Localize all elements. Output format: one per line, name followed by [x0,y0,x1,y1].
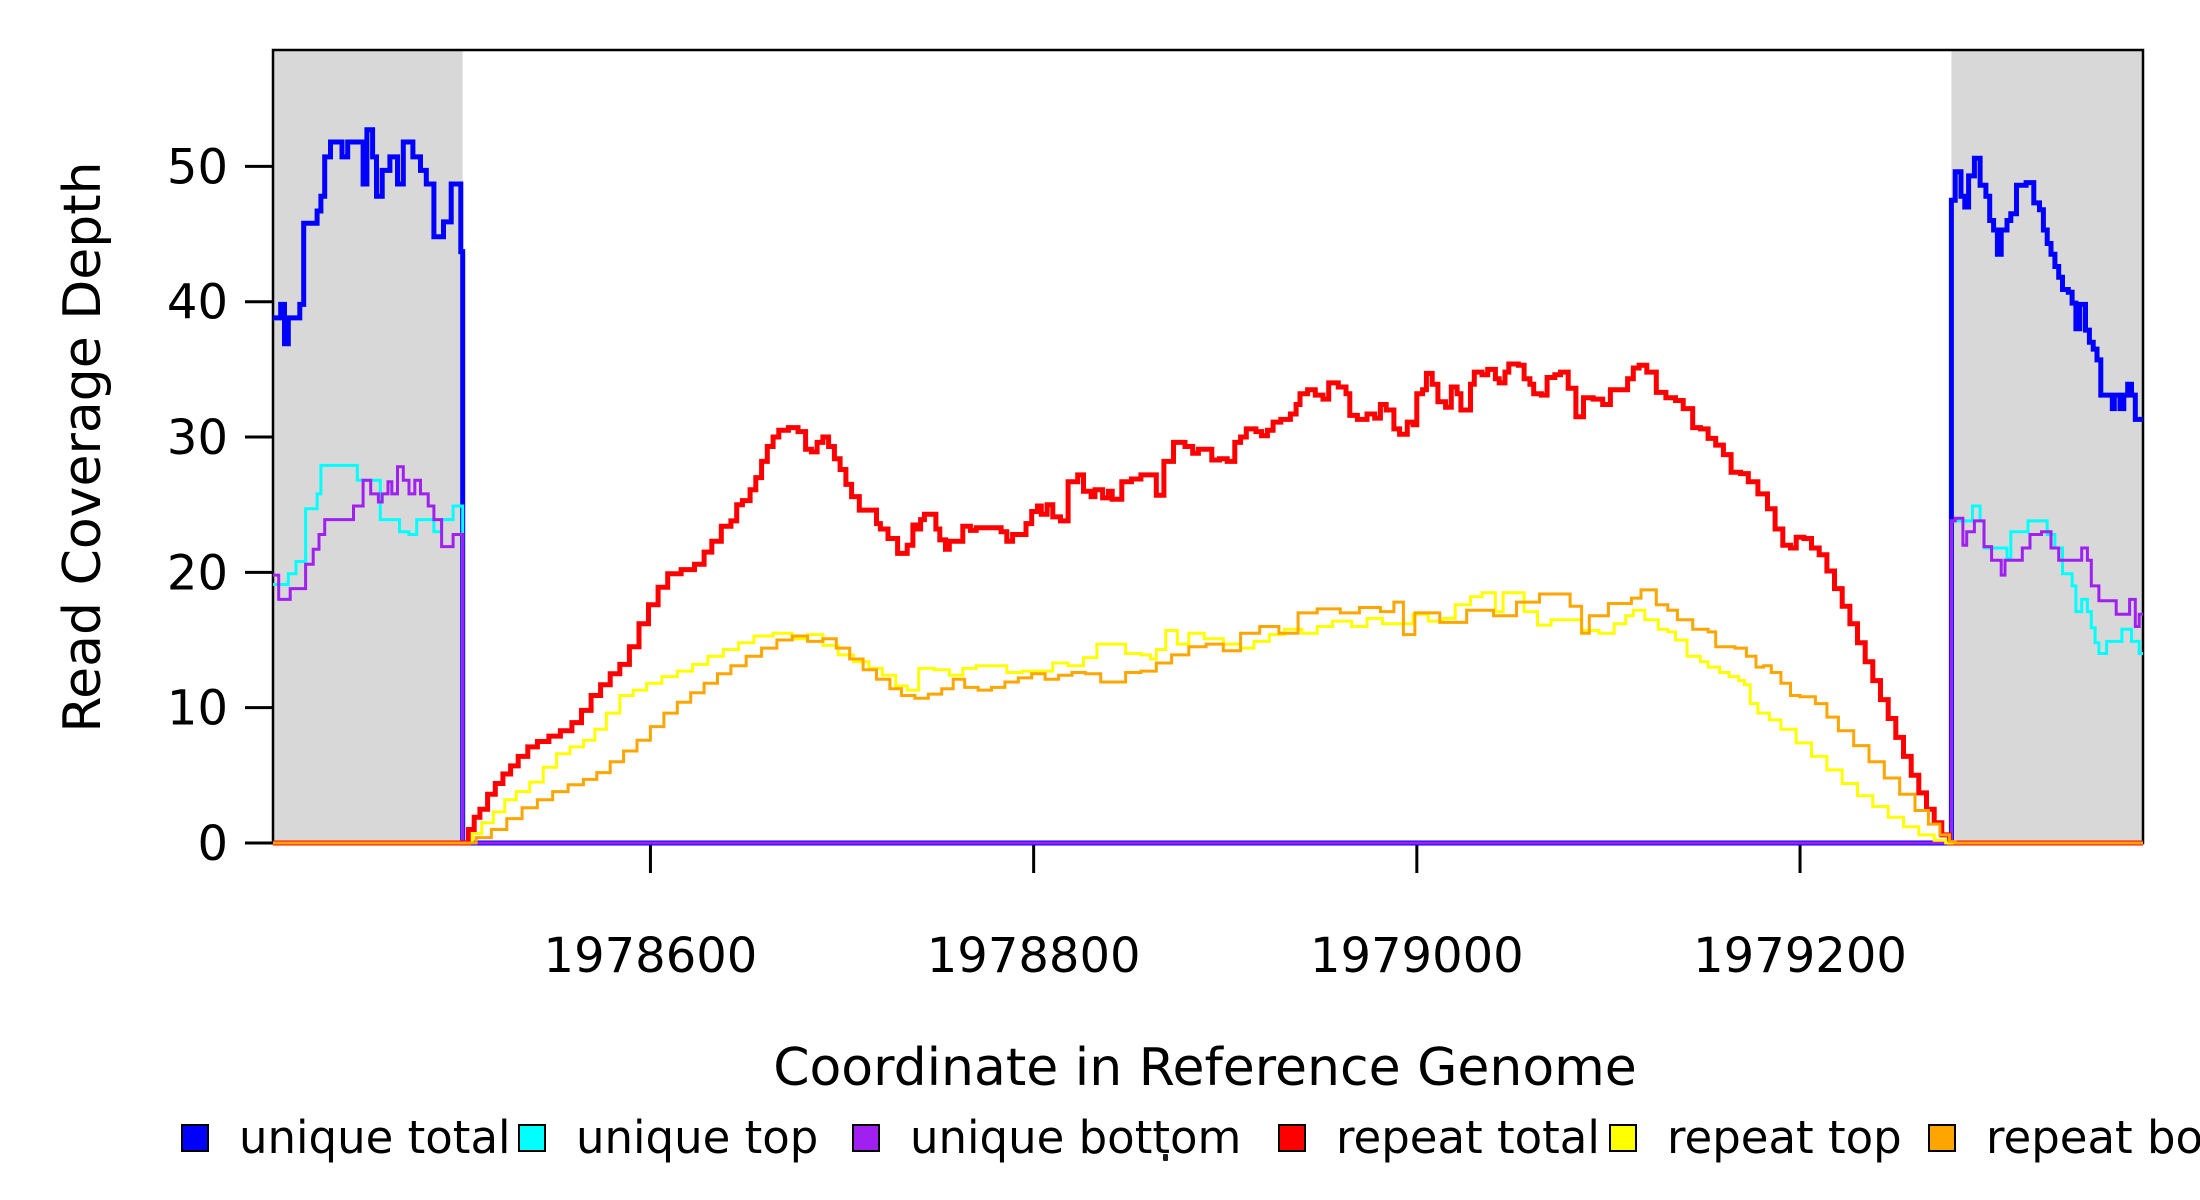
repeat-bottom-swatch-icon [1928,1124,1956,1152]
y-tick-label: 30 [167,410,228,466]
legend-item-repeat-bottom: repeat bottom [1928,1111,2200,1164]
y-tick-label: 50 [167,139,228,195]
legend-item-unique-bottom: unique bottom [852,1111,1242,1164]
legend-item-repeat-total: repeat total [1278,1111,1600,1164]
repeat-total-swatch-icon [1278,1124,1306,1152]
unique-total-swatch-icon [181,1124,209,1152]
unique-bottom-swatch-icon [852,1124,880,1152]
y-tick-label: 10 [167,681,228,737]
x-tick-label: 1979000 [1310,928,1524,984]
legend-label: unique bottom [910,1111,1242,1164]
x-tick-label: 1979200 [1693,928,1907,984]
x-axis-title: Coordinate in Reference Genome [773,1038,1637,1098]
series-unique-bottom [273,465,2143,845]
x-tick-label: 1978800 [927,928,1141,984]
x-tick-label: 1978600 [544,928,758,984]
legend-label: unique total [239,1111,511,1164]
stray-dot-mark [1163,1154,1168,1161]
legend-label: repeat top [1667,1111,1902,1164]
series-repeat-bottom [273,588,2143,845]
unique-top-swatch-icon [518,1124,546,1152]
y-tick-label: 40 [167,275,228,331]
legend-label: repeat total [1336,1111,1600,1164]
y-tick-label: 0 [197,816,228,872]
series-repeat-total [273,361,2143,846]
series-unique-total [273,127,2143,846]
legend-label: repeat bottom [1986,1111,2200,1164]
legend-label: unique top [576,1111,819,1164]
legend-item-unique-total: unique total [181,1111,511,1164]
y-axis-title: Read Coverage Depth [53,161,113,733]
y-tick-label: 20 [167,545,228,601]
legend-item-unique-top: unique top [518,1111,819,1164]
repeat-top-swatch-icon [1609,1124,1637,1152]
series-unique-top [273,463,2143,845]
legend-item-repeat-top: repeat top [1609,1111,1902,1164]
series-repeat-top [273,591,2143,845]
unique-flank-right-shading [1951,50,2143,843]
plot-box [271,48,2145,845]
